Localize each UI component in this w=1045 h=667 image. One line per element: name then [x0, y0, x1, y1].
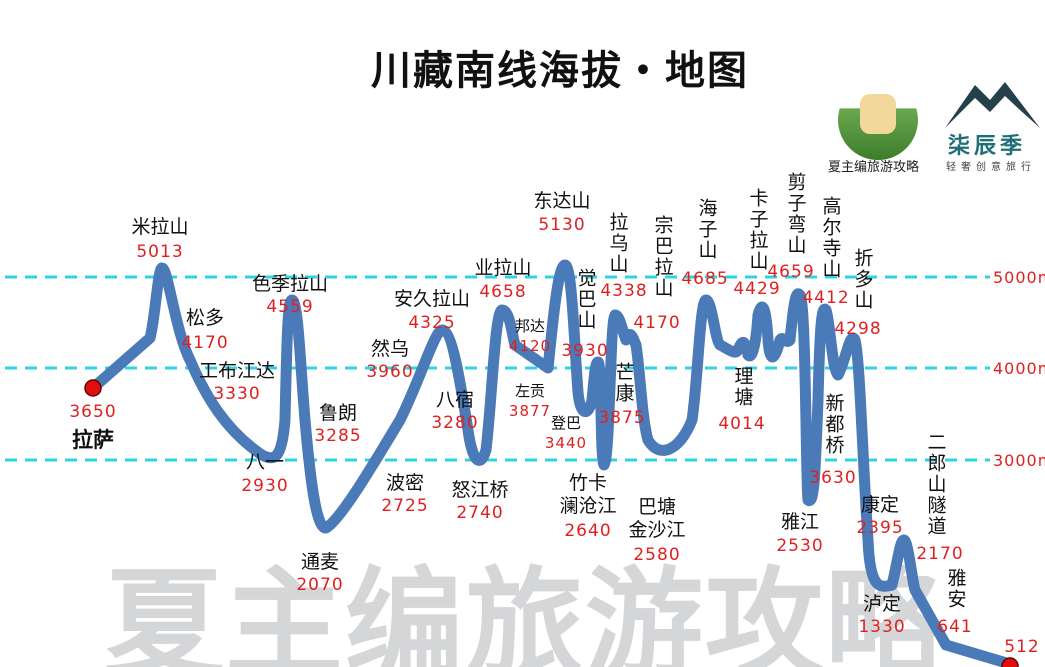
- elevation-value: 3960: [366, 362, 414, 382]
- location-name: 雅江: [780, 511, 820, 533]
- mascot-icon: [860, 94, 896, 134]
- elevation-value: 4685: [681, 269, 729, 289]
- location-name: 鲁朗: [318, 402, 358, 424]
- elevation-value: 2530: [776, 536, 824, 556]
- elevation-value: 3285: [314, 426, 362, 446]
- gridline-label-4000: 4000m: [993, 359, 1045, 378]
- location-name: 觉巴山: [574, 268, 597, 331]
- start-marker: [84, 379, 102, 397]
- elevation-value: 4559: [266, 297, 314, 317]
- elevation-value: 3330: [213, 384, 261, 404]
- location-name: 怒江桥: [451, 479, 509, 501]
- location-name: 工布江达: [198, 360, 276, 382]
- elevation-value: 4338: [600, 281, 648, 301]
- elevation-value: 4120: [508, 337, 552, 355]
- location-name: 雅安: [944, 568, 967, 610]
- location-name: 八宿: [435, 389, 475, 411]
- elevation-value: 3650: [69, 402, 117, 422]
- location-name: 左贡: [514, 382, 546, 400]
- elevation-value: 2740: [456, 503, 504, 523]
- elevation-value: 3930: [561, 341, 609, 361]
- elevation-value: 3875: [598, 408, 646, 428]
- location-name: 邦达: [514, 317, 546, 335]
- location-name: 巴塘 金沙江: [628, 496, 686, 541]
- location-name: 登巴: [550, 414, 582, 432]
- elevation-value: 4298: [834, 319, 882, 339]
- location-name: 通麦: [300, 551, 340, 573]
- elevation-value: 4325: [408, 313, 456, 333]
- gridline-label-3000: 3000m: [993, 451, 1045, 470]
- elevation-value: 2930: [241, 476, 289, 496]
- elevation-line: [87, 259, 1016, 667]
- location-name: 康定: [860, 494, 900, 516]
- location-name: 八一: [245, 451, 285, 473]
- location-name: 折多山: [851, 248, 874, 311]
- elevation-value: 512: [1004, 637, 1040, 657]
- location-name: 新都桥: [822, 393, 845, 456]
- elevation-value: 4429: [733, 279, 781, 299]
- page-title: 川藏南线海拔・地图: [371, 48, 749, 94]
- elevation-value: 641: [937, 617, 973, 637]
- elevation-value: 4014: [718, 414, 766, 434]
- gridline-label-5000: 5000m: [993, 268, 1045, 287]
- elevation-value: 4412: [802, 288, 850, 308]
- elevation-value: 2395: [856, 518, 904, 538]
- elevation-value: 5013: [136, 242, 184, 262]
- logo-name: 柒辰季: [948, 134, 1027, 159]
- elevation-value: 3440: [544, 434, 588, 452]
- logo-caption: 夏主编旅游攻略: [828, 160, 920, 175]
- elevation-value: 4170: [633, 313, 681, 333]
- location-name: 拉乌山: [606, 212, 629, 275]
- logo-xiazhubian: [838, 80, 918, 160]
- location-name: 然乌: [370, 338, 410, 360]
- location-name: 剪子弯山: [784, 172, 807, 256]
- logo-tagline: 轻奢创意旅行: [946, 162, 1036, 173]
- elevation-value: 5130: [538, 215, 586, 235]
- elevation-value: 4170: [181, 333, 229, 353]
- location-name: 松多: [185, 307, 225, 329]
- location-name: 米拉山: [131, 216, 189, 238]
- location-name: 拉萨: [72, 428, 114, 452]
- location-name: 理塘: [731, 366, 754, 408]
- elevation-value: 2725: [381, 496, 429, 516]
- elevation-value: 4659: [767, 262, 815, 282]
- elevation-value: 2640: [564, 521, 612, 541]
- location-name: 芒康: [612, 362, 635, 404]
- location-name: 宗巴拉山: [651, 215, 674, 299]
- location-name: 竹卡 澜沧江: [559, 472, 617, 517]
- elevation-value: 2070: [296, 575, 344, 595]
- location-name: 色季拉山: [251, 273, 329, 295]
- location-name: 泸定: [862, 593, 902, 615]
- elevation-value: 1330: [858, 617, 906, 637]
- elevation-value: 3877: [508, 402, 552, 420]
- elevation-value: 2170: [916, 544, 964, 564]
- elevation-value: 2580: [633, 545, 681, 565]
- elevation-value: 3280: [431, 413, 479, 433]
- location-name: 二郎山隧道: [924, 432, 947, 537]
- location-name: 卡子拉山: [746, 188, 769, 272]
- location-name: 高尔寺山: [819, 196, 842, 280]
- location-name: 安久拉山: [393, 288, 471, 310]
- elevation-value: 3630: [809, 468, 857, 488]
- location-name: 东达山: [533, 190, 591, 212]
- watermark: 夏主编旅游攻略: [105, 555, 946, 667]
- location-name: 波密: [385, 472, 425, 494]
- end-marker: [1001, 657, 1019, 667]
- location-name: 海子山: [695, 198, 718, 261]
- location-name: 业拉山: [474, 257, 532, 279]
- elevation-value: 4658: [479, 282, 527, 302]
